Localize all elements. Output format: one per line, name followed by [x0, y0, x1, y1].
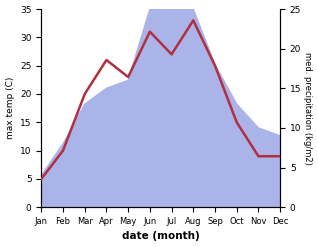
X-axis label: date (month): date (month): [122, 231, 200, 242]
Y-axis label: max temp (C): max temp (C): [5, 77, 15, 139]
Y-axis label: med. precipitation (kg/m2): med. precipitation (kg/m2): [303, 52, 313, 165]
